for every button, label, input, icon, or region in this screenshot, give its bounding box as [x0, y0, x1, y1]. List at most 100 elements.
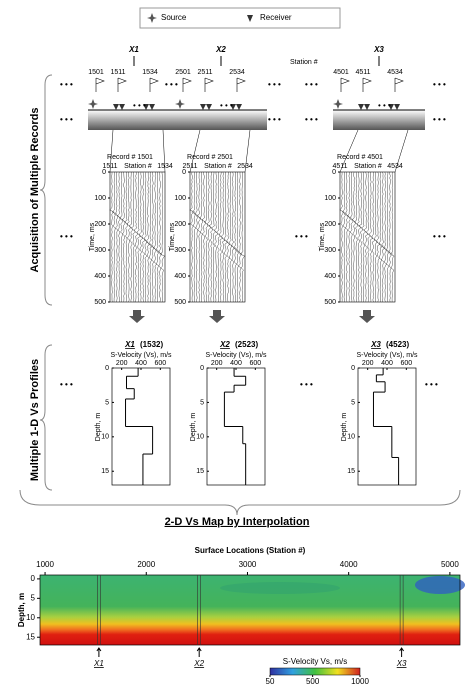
- ellipsis: • • •: [378, 101, 391, 110]
- axis-label: Surface Locations (Station #): [195, 546, 306, 555]
- tick-label: 200: [362, 360, 374, 367]
- trace: [216, 171, 221, 303]
- tick-label: 5: [351, 399, 355, 406]
- trace: [237, 172, 243, 303]
- trace: [194, 171, 199, 303]
- tick-label: 0: [102, 169, 106, 176]
- trace: [131, 171, 136, 303]
- source-icon: [88, 99, 98, 109]
- station-number: 4511: [355, 69, 370, 76]
- trace: [208, 171, 214, 303]
- tick-label: 200: [94, 221, 106, 228]
- tick-label: 100: [174, 195, 186, 202]
- tick-label: 10: [101, 434, 109, 441]
- tick-label: 600: [154, 360, 166, 367]
- down-arrow: [359, 310, 375, 323]
- fan: [189, 129, 251, 173]
- station-number: 2534: [229, 69, 245, 76]
- marker-name: X2: [193, 659, 204, 668]
- axis-label: Time, ms: [89, 222, 96, 251]
- station-label: Station #: [124, 163, 152, 170]
- tick-label: 500: [94, 299, 106, 306]
- trace: [239, 171, 245, 303]
- flag: [182, 77, 192, 92]
- ellipsis: • • •: [60, 380, 73, 389]
- legend: Source Receiver: [139, 7, 341, 29]
- tick-label: 10: [196, 434, 204, 441]
- ellipsis: • • •: [305, 80, 318, 89]
- tick-label: 100: [94, 195, 106, 202]
- trace: [339, 171, 345, 303]
- station-number: 4501: [333, 69, 349, 76]
- trace: [221, 171, 226, 303]
- tick-label: 2000: [137, 560, 155, 569]
- ellipsis: • • •: [268, 115, 281, 124]
- marker-name: X3: [396, 659, 407, 668]
- ground: [175, 110, 267, 130]
- tick-label: 10: [26, 613, 35, 622]
- trace: [385, 172, 391, 303]
- trace: [226, 172, 231, 303]
- receiver-icon: [364, 104, 370, 110]
- profile-station: (4523): [386, 340, 409, 349]
- flag: [149, 77, 159, 92]
- ellipsis: • • •: [305, 115, 318, 124]
- trace: [380, 171, 386, 303]
- tick-label: 400: [174, 273, 186, 280]
- station-number: 1511: [110, 69, 125, 76]
- trace: [366, 171, 371, 303]
- down-arrow: [209, 310, 225, 323]
- flag: [362, 77, 372, 92]
- ellipsis: • • •: [60, 232, 73, 241]
- trace: [195, 171, 202, 302]
- seismogram-frame: [109, 171, 166, 303]
- profile-station: (1532): [140, 340, 163, 349]
- axis-label: Time, ms: [169, 222, 176, 251]
- record-name: X3: [373, 45, 384, 54]
- station-number: 1511: [102, 163, 117, 170]
- tick-label: 400: [381, 360, 393, 367]
- seismogram-frame: [189, 171, 246, 303]
- tick-label: 0: [200, 365, 204, 372]
- receiver-icon: [247, 15, 253, 22]
- ellipsis: • • •: [425, 380, 438, 389]
- tick-label: 100: [324, 195, 336, 202]
- station-label: Station #: [354, 163, 382, 170]
- station-number: 1534: [157, 163, 173, 170]
- trace: [123, 172, 128, 303]
- tick-label: 50: [266, 677, 275, 686]
- flag: [236, 77, 246, 92]
- map-title: 2-D Vs Map by Interpolation: [165, 516, 310, 528]
- low-velocity-zone: [220, 582, 340, 594]
- trace: [378, 171, 384, 303]
- tick-label: 0: [105, 365, 109, 372]
- brace: [39, 74, 53, 306]
- trace: [389, 171, 395, 302]
- ellipsis: • • •: [433, 115, 446, 124]
- tick-label: 200: [211, 360, 223, 367]
- station-number: 4534: [387, 163, 403, 170]
- trace: [141, 171, 147, 303]
- station-number: 1501: [88, 69, 104, 76]
- trace: [348, 171, 354, 302]
- station-number: 2501: [175, 69, 191, 76]
- trace: [201, 171, 206, 303]
- receiver-icon: [206, 104, 212, 110]
- source-icon: [175, 99, 185, 109]
- profile-name: X1: [124, 340, 135, 349]
- up-arrow: [399, 647, 405, 657]
- profile-name: X2: [219, 340, 230, 349]
- station-number: 4511: [332, 163, 347, 170]
- tick-label: 0: [182, 169, 186, 176]
- trace: [376, 171, 381, 303]
- flag: [394, 77, 404, 92]
- trace: [144, 171, 149, 303]
- tick-label: 300: [324, 247, 336, 254]
- ellipsis: • • •: [133, 101, 146, 110]
- trace: [150, 171, 156, 302]
- tick-label: 5: [31, 593, 36, 602]
- axis-label: S-Velocity (Vs), m/s: [205, 352, 267, 359]
- trace: [136, 171, 142, 303]
- station-label: Station #: [290, 59, 318, 66]
